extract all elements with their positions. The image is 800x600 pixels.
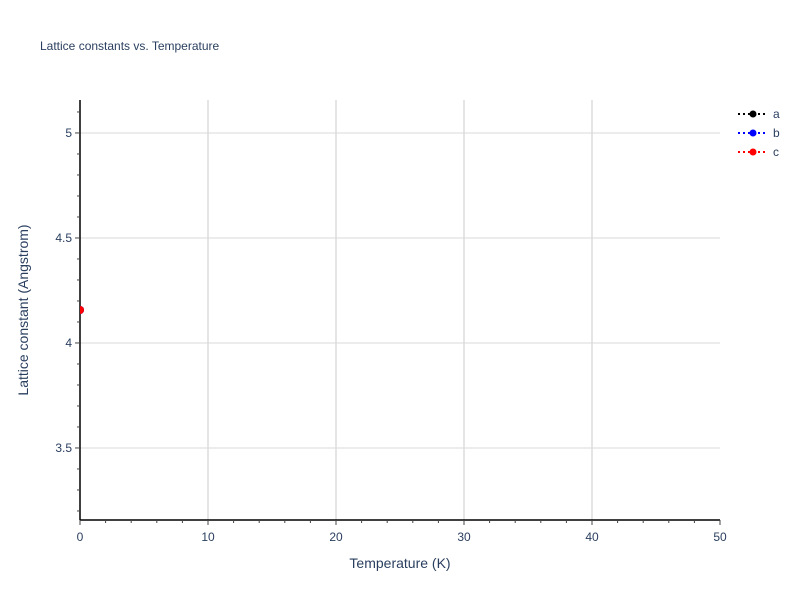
- plot-area: [80, 306, 84, 314]
- legend-label-a: a: [773, 107, 780, 121]
- x-axis-label: Temperature (K): [349, 555, 450, 571]
- y-tick-label: 4: [65, 336, 72, 350]
- legend-marker-b: [749, 129, 757, 137]
- legend-label-c: c: [773, 145, 779, 159]
- legend-label-b: b: [773, 126, 780, 140]
- x-tick-label: 30: [457, 530, 471, 544]
- x-tick-label: 10: [201, 530, 215, 544]
- x-tick-label: 50: [713, 530, 727, 544]
- x-tick-label: 0: [77, 530, 84, 544]
- legend: abc: [738, 107, 780, 159]
- y-tick-label: 3.5: [55, 441, 72, 455]
- x-tick-label: 40: [585, 530, 599, 544]
- x-tick-label: 20: [329, 530, 343, 544]
- y-tick-label: 5: [65, 126, 72, 140]
- grid: [80, 100, 720, 520]
- chart-title: Lattice constants vs. Temperature: [40, 39, 220, 53]
- y-tick-label: 4.5: [55, 231, 72, 245]
- data-point-c: [80, 306, 84, 314]
- y-axis-ticks: 3.5 4 4.5 5: [55, 111, 80, 512]
- legend-marker-c: [749, 148, 757, 156]
- legend-marker-a: [749, 110, 757, 118]
- y-axis-label: Lattice constant (Angstrom): [15, 224, 31, 395]
- axes: [79, 100, 720, 521]
- x-axis-ticks: 0 10 20 30 40 50: [77, 520, 727, 544]
